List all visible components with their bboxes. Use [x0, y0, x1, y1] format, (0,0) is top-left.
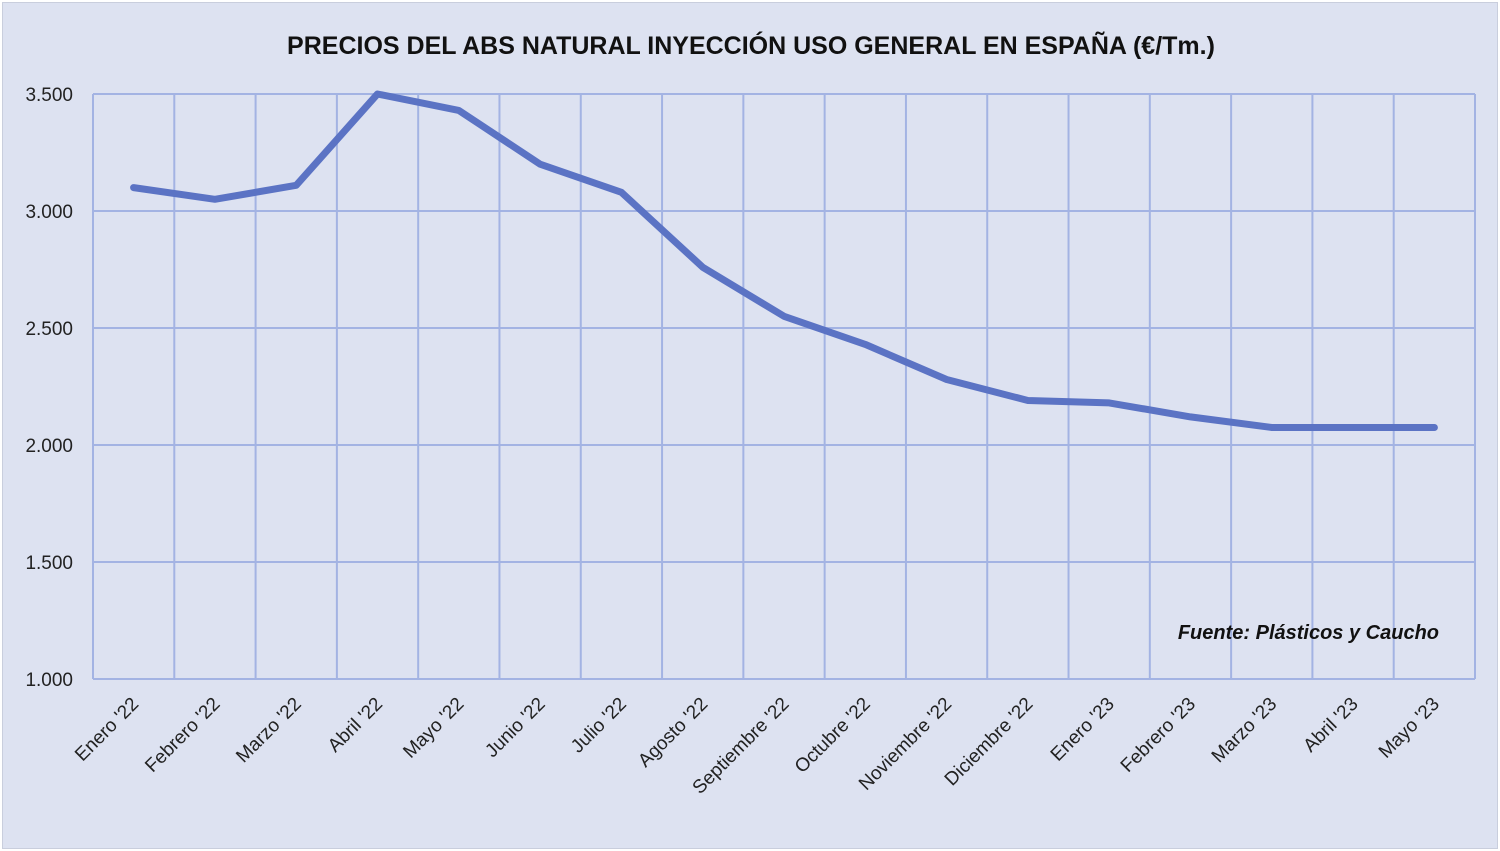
- line-chart: PRECIOS DEL ABS NATURAL INYECCIÓN USO GE…: [25, 30, 1476, 799]
- data-point: [1027, 400, 1029, 402]
- data-point: [1271, 426, 1273, 428]
- y-tick-label: 2.500: [25, 319, 73, 340]
- data-point: [1352, 426, 1354, 428]
- x-tick-label: Abril '22: [324, 694, 387, 757]
- y-tick-label: 1.000: [25, 670, 73, 691]
- y-tick-label: 3.500: [25, 85, 73, 106]
- x-tick-label: Junio '22: [481, 694, 549, 762]
- x-tick-label: Enero '23: [1047, 694, 1119, 766]
- series-line: [130, 90, 1438, 431]
- y-tick-label: 3.000: [25, 202, 73, 223]
- data-point: [1108, 402, 1110, 404]
- data-point: [377, 93, 379, 95]
- source-note: Fuente: Plásticos y Caucho: [1178, 622, 1439, 644]
- x-tick-label: Marzo '22: [232, 694, 305, 767]
- x-tick-label: Febrero '22: [141, 694, 224, 777]
- x-tick-label: Enero '22: [71, 694, 143, 766]
- data-point: [133, 187, 135, 189]
- data-point: [620, 191, 622, 193]
- series-layer: [130, 90, 1438, 431]
- y-axis-ticks: 1.000 1.500 2.000 2.500 3.000 3.500: [25, 85, 73, 691]
- data-point: [864, 343, 866, 345]
- chart-title: PRECIOS DEL ABS NATURAL INYECCIÓN USO GE…: [287, 30, 1215, 60]
- data-point: [214, 198, 216, 200]
- x-tick-label: Febrero '23: [1117, 694, 1200, 777]
- x-tick-label: Mayo '23: [1375, 694, 1444, 763]
- data-point: [1433, 426, 1435, 428]
- x-tick-label: Octubre '22: [791, 694, 875, 778]
- data-point: [1189, 416, 1191, 418]
- data-point: [702, 266, 704, 268]
- y-tick-label: 2.000: [25, 436, 73, 457]
- data-point: [783, 315, 785, 317]
- data-point: [295, 184, 297, 186]
- data-point: [946, 378, 948, 380]
- data-point: [458, 109, 460, 111]
- x-tick-label: Agosto '22: [634, 694, 712, 772]
- x-tick-label: Abril '23: [1300, 694, 1363, 757]
- y-tick-label: 1.500: [25, 553, 73, 574]
- x-tick-label: Mayo '22: [399, 694, 468, 763]
- data-point: [539, 163, 541, 165]
- x-tick-label: Julio '22: [567, 694, 631, 758]
- x-tick-label: Marzo '23: [1208, 694, 1281, 767]
